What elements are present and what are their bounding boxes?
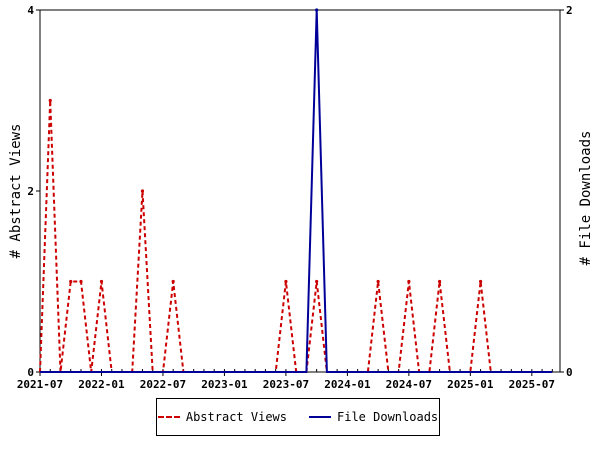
legend-item-abstract-views: Abstract Views <box>157 410 287 424</box>
legend: Abstract Views File Downloads <box>156 398 440 436</box>
data-point-abstract-views <box>79 279 83 284</box>
data-point-abstract-views <box>438 279 442 284</box>
x-tick-label: 2021-07 <box>17 378 63 391</box>
y-left-tick-label: 0 <box>27 366 34 379</box>
data-point-abstract-views <box>376 279 380 284</box>
data-point-abstract-views <box>69 279 73 284</box>
y-right-tick-label: 0 <box>566 366 573 379</box>
series-line-abstract-views <box>39 100 553 373</box>
legend-swatch-abstract-views <box>157 416 180 418</box>
x-tick-label: 2025-07 <box>509 378 555 391</box>
legend-swatch-file-downloads <box>309 416 331 418</box>
data-point-file-downloads <box>315 8 319 12</box>
y-axis-left-label: # Abstract Views <box>8 124 24 259</box>
x-tick-label: 2025-01 <box>447 378 494 391</box>
y-axis-right-label: # File Downloads <box>578 131 594 266</box>
legend-label-abstract-views: Abstract Views <box>185 410 287 424</box>
data-point-abstract-views <box>99 279 104 284</box>
y-right-tick-label: 2 <box>566 4 573 17</box>
data-point-abstract-views <box>478 279 483 284</box>
axis-tick-labels: 2021-07 2022-01 2022-07 2023-01 2023-07 2024-… <box>17 4 573 391</box>
x-tick-label: 2024-01 <box>324 378 371 391</box>
plot-border <box>39 9 561 373</box>
legend-label-file-downloads: File Downloads <box>337 410 439 424</box>
series-line-file-downloads <box>40 9 553 373</box>
data-point-abstract-views <box>171 279 175 284</box>
data-point-abstract-views <box>315 279 319 284</box>
x-tick-label: 2023-07 <box>263 378 309 391</box>
legend-item-file-downloads: File Downloads <box>309 410 438 424</box>
x-tick-label: 2024-07 <box>386 378 432 391</box>
y-left-tick-label: 2 <box>27 185 34 198</box>
data-point-abstract-views <box>140 189 145 193</box>
plot-area <box>39 9 561 373</box>
x-tick-label: 2022-07 <box>140 378 186 391</box>
x-tick-label: 2022-01 <box>78 378 125 391</box>
series-layer <box>39 8 553 373</box>
data-point-abstract-views <box>48 98 52 103</box>
data-point-abstract-views <box>407 279 411 284</box>
x-tick-label: 2023-01 <box>201 378 248 391</box>
data-point-abstract-views <box>284 279 288 284</box>
y-left-tick-label: 4 <box>27 4 34 17</box>
